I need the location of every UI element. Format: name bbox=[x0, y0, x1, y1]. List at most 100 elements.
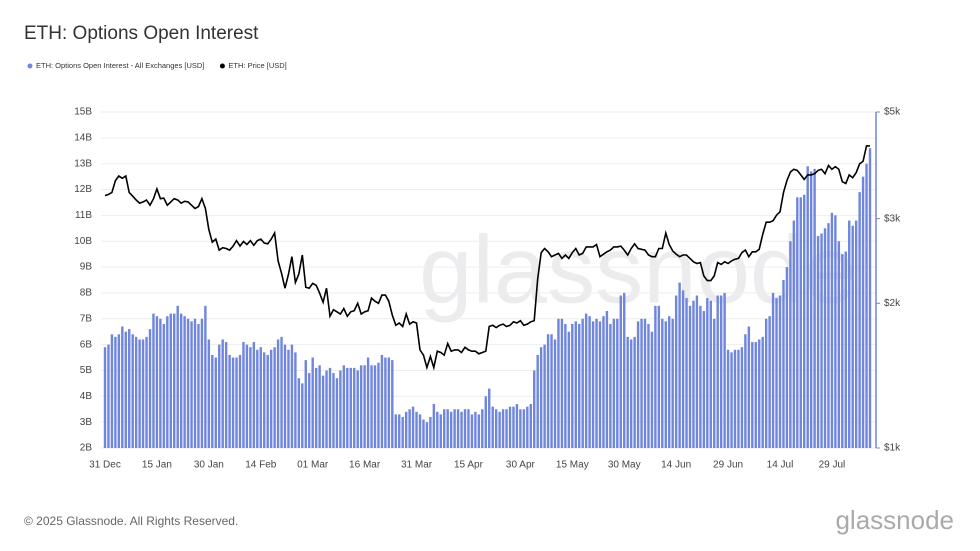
bar bbox=[304, 360, 307, 448]
price-line bbox=[104, 145, 870, 371]
bar bbox=[494, 409, 498, 448]
bar bbox=[674, 295, 678, 448]
bar bbox=[353, 367, 356, 448]
bar bbox=[789, 241, 792, 448]
bar bbox=[643, 318, 647, 448]
bar bbox=[848, 220, 851, 448]
y-tick-label: 14B bbox=[74, 132, 92, 143]
bar bbox=[519, 409, 522, 448]
legend-swatch bbox=[219, 63, 225, 69]
bar bbox=[803, 194, 806, 448]
bar bbox=[155, 316, 159, 448]
bar bbox=[467, 409, 470, 448]
bar bbox=[713, 318, 716, 448]
marks bbox=[103, 145, 872, 448]
bar bbox=[391, 360, 394, 448]
bar bbox=[668, 316, 671, 448]
bar bbox=[768, 316, 771, 448]
bar bbox=[238, 354, 242, 448]
bar bbox=[346, 367, 349, 448]
bar bbox=[121, 326, 124, 448]
bar bbox=[695, 295, 699, 448]
y2-tick-label: $3k bbox=[884, 213, 901, 224]
bar bbox=[681, 290, 685, 448]
bar bbox=[145, 336, 148, 448]
bar bbox=[318, 365, 321, 448]
bar bbox=[363, 365, 366, 448]
x-tick-label: 30 Apr bbox=[506, 460, 536, 471]
bar bbox=[550, 334, 553, 448]
y-tick-label: 5B bbox=[80, 365, 93, 376]
bar bbox=[321, 375, 325, 448]
bar bbox=[162, 323, 166, 448]
bar bbox=[809, 171, 813, 448]
bar bbox=[474, 411, 477, 448]
logo: glassnode bbox=[835, 505, 954, 535]
bar bbox=[758, 339, 761, 448]
x-tick-label: 15 Jan bbox=[142, 460, 172, 471]
bar bbox=[394, 414, 397, 448]
bar bbox=[460, 411, 463, 448]
bar bbox=[242, 342, 245, 448]
footer: © 2025 Glassnode. All Rights Reserved. bbox=[24, 514, 238, 528]
bar bbox=[529, 404, 532, 448]
bar bbox=[834, 215, 837, 448]
bar bbox=[128, 329, 131, 448]
bar bbox=[470, 414, 474, 448]
y-tick-label: 10B bbox=[74, 236, 92, 247]
bar bbox=[186, 318, 190, 448]
bar bbox=[436, 411, 439, 448]
bar bbox=[685, 298, 688, 448]
bar bbox=[349, 367, 352, 448]
bar bbox=[263, 352, 266, 448]
bar bbox=[173, 313, 176, 448]
y-tick-label: 13B bbox=[74, 158, 92, 169]
legend-swatch bbox=[27, 63, 33, 69]
bar bbox=[280, 336, 283, 448]
bar bbox=[522, 409, 526, 448]
bar bbox=[314, 367, 318, 448]
bar bbox=[134, 336, 138, 448]
bar bbox=[498, 411, 501, 448]
bar bbox=[671, 318, 674, 448]
bar bbox=[733, 349, 737, 448]
bar bbox=[453, 409, 456, 448]
bar bbox=[629, 339, 633, 448]
bar bbox=[868, 148, 872, 448]
bar bbox=[200, 318, 204, 448]
bar bbox=[854, 220, 858, 448]
bar bbox=[823, 228, 827, 448]
bar bbox=[301, 383, 304, 448]
bar bbox=[657, 305, 661, 448]
y-tick-label: 3B bbox=[80, 417, 93, 428]
x-tick-label: 15 Apr bbox=[454, 460, 484, 471]
bar bbox=[571, 323, 574, 448]
bar bbox=[747, 326, 751, 448]
bar bbox=[107, 344, 110, 448]
bar bbox=[861, 176, 865, 448]
bar bbox=[636, 321, 640, 448]
bar bbox=[224, 342, 228, 448]
bar bbox=[249, 347, 252, 448]
bar bbox=[560, 318, 564, 448]
bar bbox=[664, 321, 667, 448]
bar bbox=[799, 197, 802, 448]
bar bbox=[422, 419, 425, 448]
bar bbox=[619, 295, 622, 448]
bar bbox=[702, 311, 706, 448]
bar bbox=[830, 212, 834, 448]
bar bbox=[813, 168, 816, 448]
bar bbox=[117, 334, 121, 448]
bar bbox=[290, 344, 294, 448]
bar bbox=[166, 316, 169, 448]
bar bbox=[754, 342, 757, 448]
bar bbox=[557, 318, 560, 448]
bar bbox=[273, 347, 276, 448]
bar bbox=[456, 409, 460, 448]
bar bbox=[207, 339, 211, 448]
bar bbox=[283, 344, 287, 448]
bar bbox=[501, 409, 505, 448]
x-tick-label: 31 Mar bbox=[401, 460, 433, 471]
bar bbox=[477, 414, 481, 448]
